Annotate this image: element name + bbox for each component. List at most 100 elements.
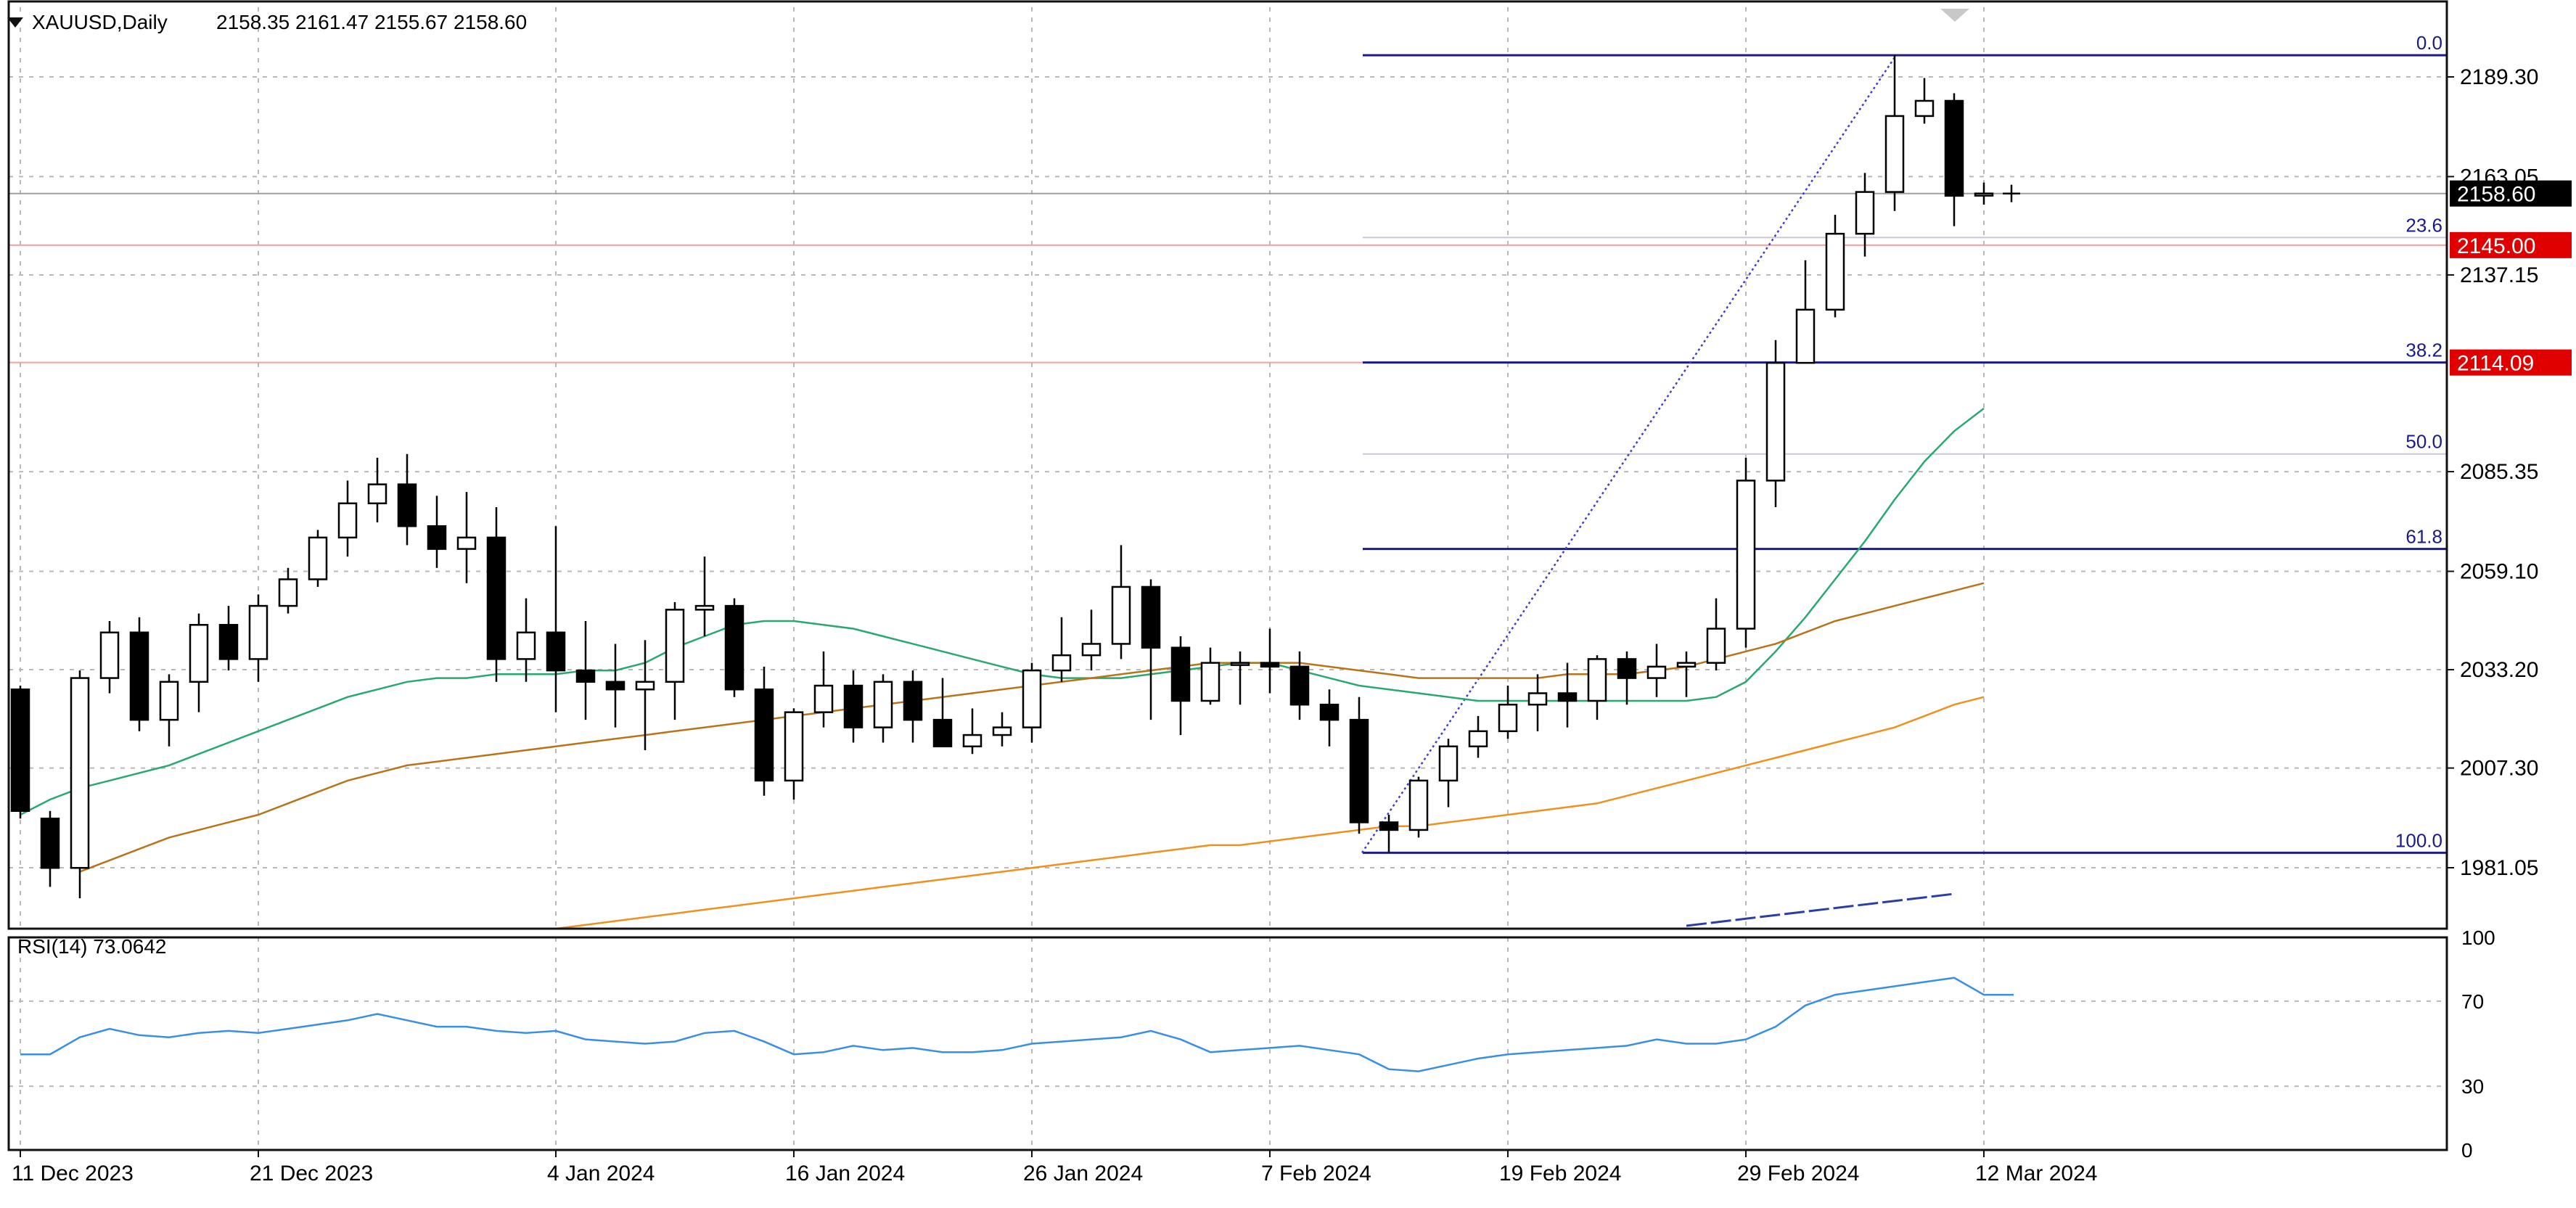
candle-body-bullish [1022, 669, 1042, 728]
candle [486, 507, 506, 682]
candle-body-bullish [1676, 662, 1697, 668]
candle-body-bullish [189, 624, 209, 683]
price-axis-label: 2085.35 [2460, 460, 2538, 484]
symbol-label: XAUUSD,Daily [32, 11, 168, 33]
shift-marker-icon[interactable] [1940, 9, 1969, 22]
candle-body-bearish [546, 631, 566, 672]
candlestick-series [10, 55, 1994, 899]
rsi-axis-label: 70 [2461, 990, 2484, 1013]
price-axis-label: 2007.30 [2460, 757, 2538, 781]
moving-average-long-line [1686, 892, 1955, 927]
candle [1706, 598, 1726, 671]
candle [516, 598, 536, 682]
candle [1974, 182, 1994, 205]
candle [70, 670, 90, 899]
candle-body-bullish [1914, 99, 1935, 118]
candle [1408, 776, 1429, 838]
candle-body-bearish [843, 684, 864, 728]
candle [397, 453, 417, 546]
candle [337, 480, 358, 557]
candle [1527, 674, 1548, 731]
candle [367, 457, 387, 522]
candle-body-bullish [1408, 779, 1429, 831]
time-axis-label: 21 Dec 2023 [250, 1162, 373, 1186]
candle-body-bullish [1438, 745, 1459, 782]
candle [278, 567, 298, 614]
candle [189, 613, 209, 712]
candle-body-bullish [308, 536, 328, 580]
candle [1349, 697, 1369, 834]
candle [754, 666, 774, 796]
alert-price-tag-label: 2145.00 [2457, 234, 2535, 258]
candle-body-bullish [159, 681, 179, 721]
price-axis[interactable]: 2189.302163.052137.152085.352059.102033.… [2447, 65, 2538, 880]
candle-body-bullish [1111, 585, 1131, 645]
candle-body-bearish [575, 669, 596, 683]
candle-body-bearish [1289, 665, 1310, 706]
alert-price-tag-background [2450, 349, 2572, 376]
candle-body-bearish [218, 624, 239, 660]
candle-body-bearish [754, 689, 774, 782]
candle [843, 670, 864, 743]
candle-body-bullish [992, 726, 1012, 736]
rsi-axis-label: 100 [2461, 926, 2495, 949]
candle [1200, 647, 1221, 705]
candle [873, 674, 893, 743]
triangle-down-icon[interactable] [7, 17, 23, 28]
candle-body-bullish [962, 734, 983, 748]
candle [1914, 78, 1935, 124]
candle-body-bearish [903, 681, 923, 721]
candle [427, 496, 447, 568]
candle [248, 594, 268, 682]
candle [40, 810, 60, 887]
candle-body-bullish [99, 631, 120, 679]
candle-body-bullish [337, 502, 358, 539]
candle-body-bearish [427, 525, 447, 550]
rsi-panel-frame [7, 936, 2448, 1151]
candle-body-bearish [1319, 703, 1340, 721]
candle-body-bullish [1884, 115, 1905, 193]
candle-body-bullish [1706, 628, 1726, 664]
candle [1646, 644, 1667, 697]
candle [1468, 715, 1488, 758]
candle-body-bullish [1736, 480, 1756, 630]
candle [1765, 340, 1786, 508]
candle-body-bullish [1765, 361, 1786, 482]
candle [932, 678, 953, 748]
candle [962, 708, 983, 755]
candle-body-bearish [1944, 99, 1964, 197]
price-axis-label: 2033.20 [2460, 658, 2538, 682]
candle [1379, 814, 1399, 853]
candle-body-bullish [70, 677, 90, 869]
candle-body-bearish [397, 483, 417, 527]
candle [218, 606, 239, 671]
candle-body-bearish [1379, 821, 1399, 831]
fib-level-label: 38.2 [2405, 340, 2442, 361]
candle-body-bullish [1200, 662, 1221, 702]
fibonacci-retracement[interactable]: 0.0 23.6 38.2 50.0 61.8 100.0 [1361, 32, 2447, 854]
candle-body-bullish [367, 483, 387, 505]
rsi-panel-label: RSI(14) 73.0642 [17, 935, 166, 958]
alert-price-tag-label: 2114.09 [2457, 352, 2534, 376]
candle [546, 526, 566, 712]
candle-body-bearish [486, 536, 506, 660]
candle [635, 640, 655, 750]
time-axis-label: 7 Feb 2024 [1261, 1162, 1371, 1186]
candle [1170, 636, 1191, 736]
candle [1587, 655, 1607, 720]
price-axis-label: 2137.15 [2460, 263, 2538, 287]
candle [903, 670, 923, 743]
moving-average-line [555, 696, 1985, 930]
price-tags: 2158.60 2145.00 2114.09 [2003, 180, 2572, 376]
candle-body-bullish [1855, 191, 1875, 235]
candle [1617, 651, 1637, 705]
candle-body-bullish [1081, 643, 1102, 657]
main-grid [9, 7, 2447, 929]
candle [1855, 173, 1875, 257]
candle [1081, 609, 1102, 671]
candle-body-bullish [1587, 658, 1607, 702]
candle-body-bearish [129, 631, 149, 721]
time-axis[interactable]: 11 Dec 2023 21 Dec 2023 4 Jan 2024 16 Jan 2… [12, 1150, 2097, 1186]
